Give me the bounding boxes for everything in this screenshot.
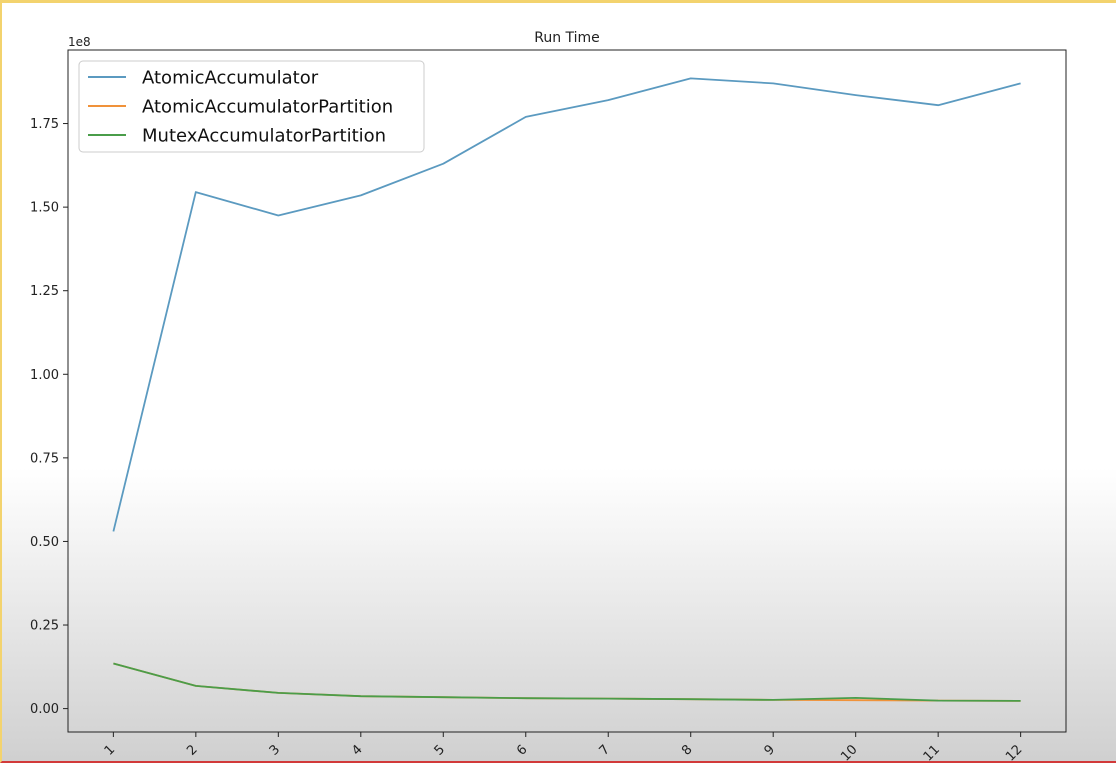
series-line-1 [112,77,1021,532]
axes-frame [67,49,1067,733]
y-tick-label: 1.25 [30,284,59,299]
x-axis: 1 2 3 4 5 6 7 8 9 10 11 12 [102,732,1025,765]
y-offset-label: 1e8 [68,35,91,49]
legend-label-1: AtomicAccumulator [142,68,319,89]
x-tick-label: 11 [921,742,943,764]
y-tick-label: 0.00 [30,702,59,717]
x-tick-label: 1 [102,742,118,758]
x-tick-label: 7 [597,742,613,758]
x-tick-label: 6 [514,742,530,758]
chart-title: Run Time [534,30,600,46]
x-tick-label: 12 [1003,742,1025,764]
series-line-2 [113,662,1021,702]
x-tick-label: 9 [762,742,778,758]
legend-label-3: MutexAccumulatorPartition [142,126,386,147]
line-chart: Run Time 1e8 0.00 0.25 0.50 0.75 1.00 1.25 1.5… [30,30,1067,765]
x-tick-label: 3 [267,742,283,758]
y-tick-label: 0.50 [30,535,59,550]
x-tick-label: 8 [679,742,695,758]
x-tick-label: 2 [184,742,200,758]
series-line-3 [113,662,1021,702]
legend-label-2: AtomicAccumulatorPartition [142,97,393,118]
y-tick-label: 1.75 [30,117,59,132]
x-tick-label: 5 [432,742,448,758]
x-tick-label: 10 [838,742,860,764]
y-axis: 0.00 0.25 0.50 0.75 1.00 1.25 1.50 1.75 [30,117,68,717]
legend: AtomicAccumulator AtomicAccumulatorPartit… [78,60,425,153]
legend-box [78,60,425,153]
y-tick-label: 1.50 [30,201,59,216]
y-tick-label: 0.25 [30,619,59,634]
y-tick-label: 1.00 [30,368,59,383]
y-tick-label: 0.75 [30,451,59,466]
series-lines [112,77,1021,702]
x-tick-label: 4 [349,742,365,758]
